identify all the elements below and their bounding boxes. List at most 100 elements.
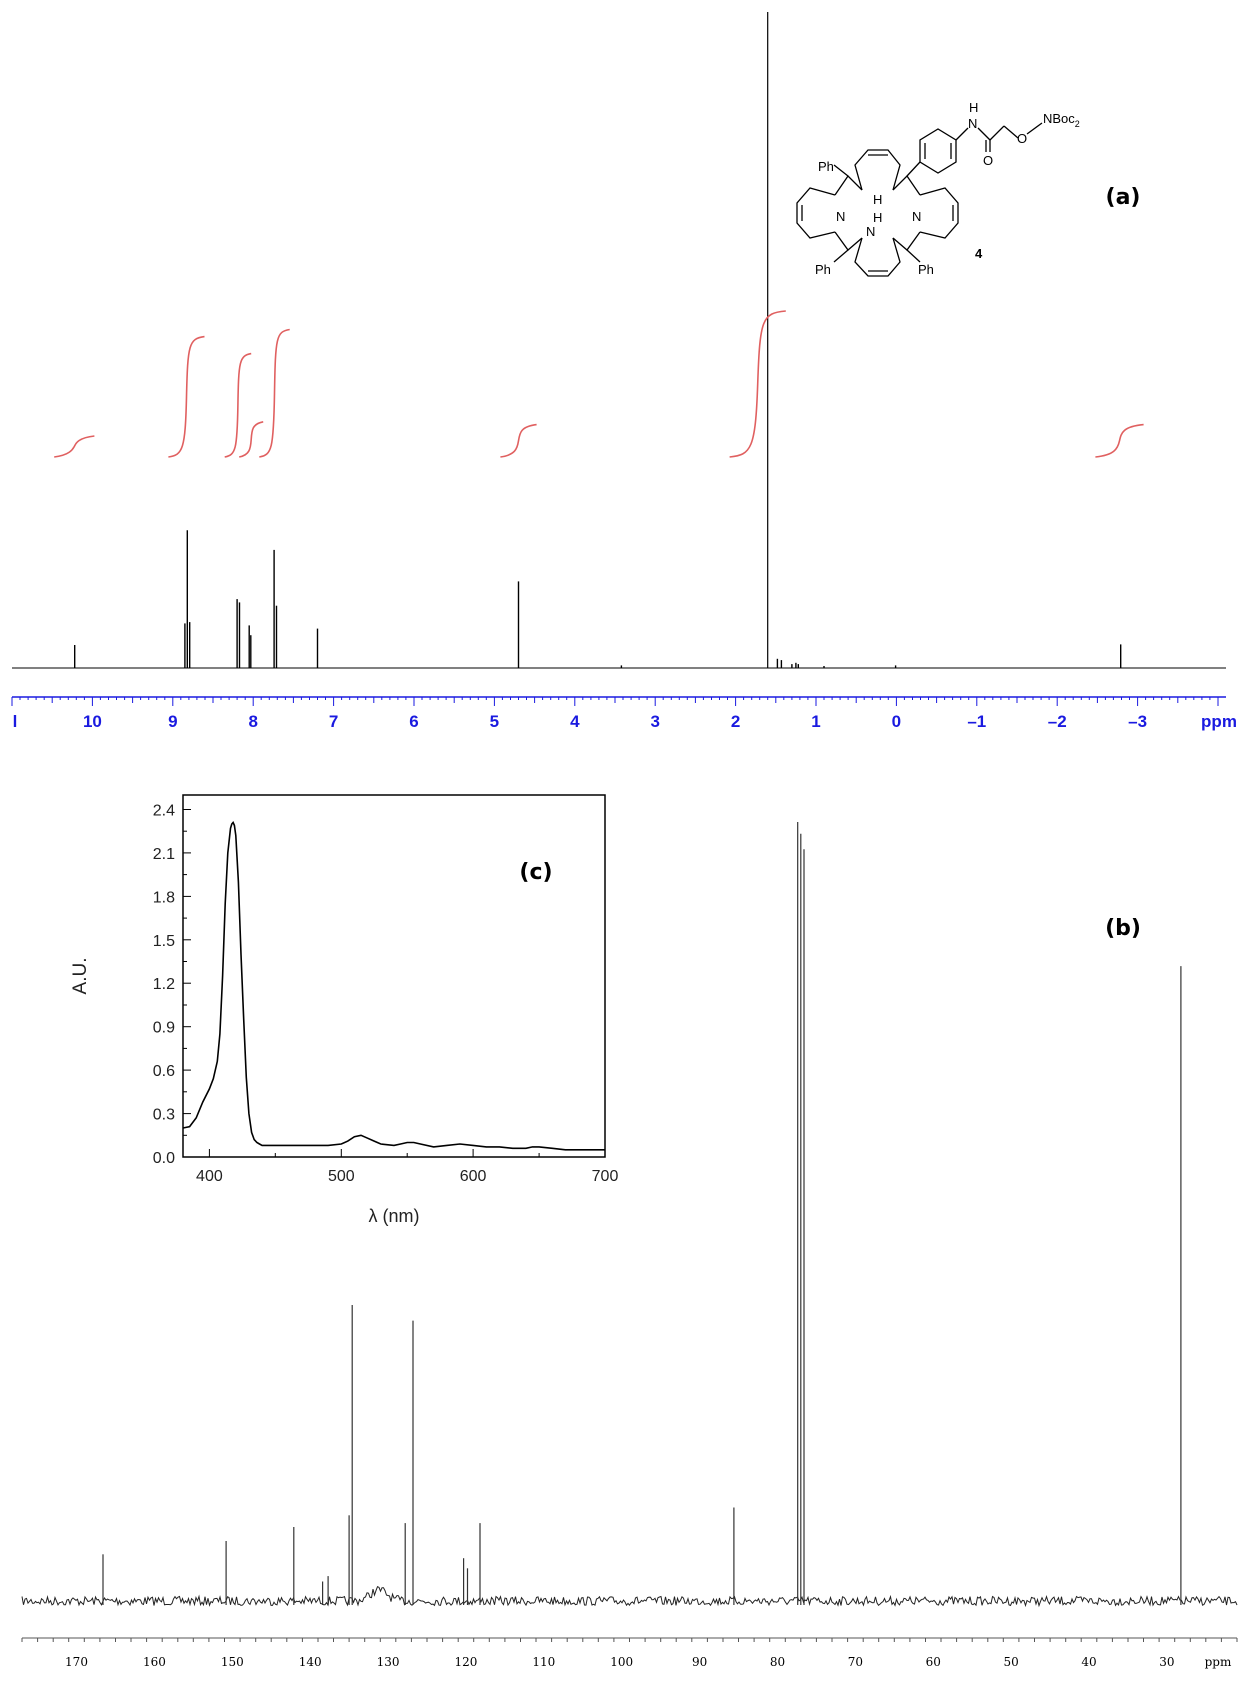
h1-integral-curves <box>54 310 1144 458</box>
c13-tick-label: 60 <box>926 1655 941 1669</box>
structure-top-pyrrole <box>854 149 901 191</box>
c13-tick-label: 100 <box>610 1655 633 1669</box>
structure-label-n: N <box>836 209 845 224</box>
h1-tick-label: 3 <box>650 712 659 731</box>
structure-meso-left-bottom <box>834 231 863 251</box>
h1-tick-label: 8 <box>248 712 257 731</box>
c13-tick-label: 40 <box>1081 1655 1096 1669</box>
uv-x-tick-label: 500 <box>328 1168 355 1185</box>
structure-right-pyrrole <box>919 187 959 239</box>
c13-tick-label: 130 <box>377 1655 400 1669</box>
uv-y-tick-label: 0.3 <box>153 1107 175 1124</box>
c13-x-axis-ticks: 170 160 150 140 130 120 110 100 90 80 70 60 50 40 30 <box>21 1638 1238 1669</box>
structure-label-n: N <box>968 116 977 131</box>
structure-label-ph: Ph <box>918 262 934 277</box>
h1-tick-label: 1 <box>811 712 820 731</box>
uv-absorbance-curve <box>182 821 605 1151</box>
uv-y-axis-ticks: 0.0 0.3 0.6 0.9 1.2 1.5 1.8 2.1 2.4 <box>153 803 191 1167</box>
h1-integral <box>500 423 537 458</box>
panel-label-a: (a) <box>1106 185 1141 210</box>
structure-bond <box>1003 125 1019 139</box>
structure-meso-right-bottom <box>892 231 921 251</box>
panel-label-b: (b) <box>1105 916 1141 941</box>
uv-x-tick-label: 700 <box>592 1168 619 1185</box>
structure-meso-right-top <box>892 174 921 196</box>
uv-vis-inset: 0.0 0.3 0.6 0.9 1.2 1.5 1.8 2.1 2.4 400 500 600 700… <box>70 794 618 1226</box>
structure-bond <box>906 161 921 177</box>
h1-integral <box>224 352 252 458</box>
structure-bond <box>833 249 849 263</box>
c13-nmr-spectrum: 170 160 150 140 130 120 110 100 90 80 70 60 50 40 30 p… <box>21 822 1238 1669</box>
structure-label-h: H <box>873 210 882 225</box>
structure-label-ph: Ph <box>818 159 834 174</box>
c13-tick-label: 140 <box>299 1655 322 1669</box>
c13-baseline-noise <box>21 1586 1238 1608</box>
h1-tick-label: 9 <box>168 712 177 731</box>
uv-x-axis-ticks: 400 500 600 700 <box>196 1149 618 1185</box>
h1-tick-label: 6 <box>409 712 418 731</box>
c13-tick-label: 120 <box>454 1655 477 1669</box>
structure-meso-left-top <box>834 174 863 196</box>
structure-bond <box>906 249 921 263</box>
h1-peaks <box>73 12 1122 668</box>
c13-x-unit: ppm <box>1205 1655 1232 1669</box>
c13-tick-label: 160 <box>143 1655 166 1669</box>
c13-tick-label: 170 <box>65 1655 88 1669</box>
structure-label-nboc: NBoc2 <box>1043 111 1080 129</box>
structure-bond <box>955 127 969 141</box>
uv-y-tick-label: 1.2 <box>153 976 175 993</box>
h1-integral <box>729 310 786 458</box>
c13-tick-label: 110 <box>532 1655 555 1669</box>
uv-x-tick-label: 400 <box>196 1168 223 1185</box>
h1-integral <box>54 435 95 458</box>
structure-bond <box>1026 122 1043 135</box>
structure-bond <box>989 125 1005 141</box>
h1-tick-label: 10 <box>83 712 102 731</box>
h1-tick-label: 7 <box>329 712 338 731</box>
panel-label-c: (c) <box>519 860 552 885</box>
uv-y-tick-label: 1.5 <box>153 933 175 950</box>
h1-integral <box>239 421 264 458</box>
h1-tick-label: –3 <box>1128 712 1147 731</box>
nboc-text: NBoc <box>1043 111 1075 126</box>
uv-plot-frame <box>182 794 606 1158</box>
structure-bond <box>833 164 849 177</box>
uv-x-label: λ (nm) <box>369 1206 420 1226</box>
h1-tick-label: –1 <box>967 712 986 731</box>
structure-bottom-pyrrole <box>854 237 901 277</box>
c13-tick-label: 80 <box>770 1655 785 1669</box>
h1-nmr-spectrum: 10 9 8 7 6 5 4 3 2 1 0 –1 –2 –3 l ppm <box>11 12 1237 731</box>
structure-label-h: H <box>969 100 978 115</box>
h1-integral <box>259 328 290 458</box>
h1-edge-tick-label: l <box>13 712 18 731</box>
uv-y-tick-label: 2.1 <box>153 846 175 863</box>
h1-integral <box>168 335 205 458</box>
structure-label-n: N <box>866 224 875 239</box>
nboc-subscript: 2 <box>1075 119 1080 129</box>
h1-x-unit: ppm <box>1201 712 1237 731</box>
structure-labels: Ph Ph Ph H N N H N H N O O NBoc2 4 <box>815 100 1080 277</box>
uv-y-tick-label: 0.6 <box>153 1063 175 1080</box>
compound-structure <box>796 122 1043 277</box>
c13-tick-label: 70 <box>848 1655 863 1669</box>
uv-x-tick-label: 600 <box>460 1168 487 1185</box>
c13-tick-label: 50 <box>1003 1655 1018 1669</box>
h1-tick-label: 2 <box>731 712 740 731</box>
h1-tick-label: 4 <box>570 712 580 731</box>
c13-peaks <box>102 822 1182 1605</box>
structure-label-o: O <box>1017 131 1027 146</box>
h1-tick-label: 0 <box>892 712 901 731</box>
uv-y-tick-label: 0.0 <box>153 1150 175 1167</box>
structure-left-pyrrole <box>796 187 836 239</box>
c13-tick-label: 150 <box>221 1655 244 1669</box>
h1-x-axis-ticks: 10 9 8 7 6 5 4 3 2 1 0 –1 –2 –3 <box>11 697 1219 731</box>
c13-tick-label: 30 <box>1159 1655 1174 1669</box>
uv-y-tick-label: 0.9 <box>153 1020 175 1037</box>
structure-label-h: H <box>873 192 882 207</box>
structure-label-o: O <box>983 153 993 168</box>
structure-label-ph: Ph <box>815 262 831 277</box>
h1-integral <box>1095 423 1144 458</box>
h1-tick-label: 5 <box>490 712 499 731</box>
